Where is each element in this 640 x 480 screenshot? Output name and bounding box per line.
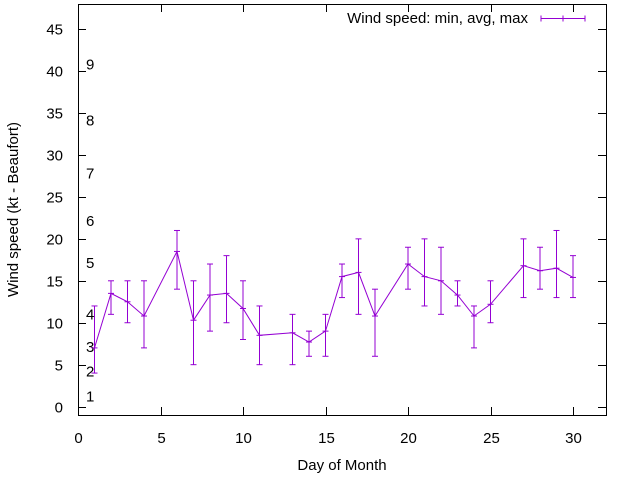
x-tick-label: 25 (483, 430, 500, 447)
beaufort-label: 7 (86, 165, 94, 182)
beaufort-scale: 1 2 3 4 5 6 7 8 9 (86, 56, 94, 405)
beaufort-label: 9 (86, 56, 94, 73)
legend: Wind speed: min, avg, max (347, 10, 586, 27)
beaufort-label: 6 (86, 213, 94, 230)
y-tick-label: 15 (46, 274, 63, 291)
x-tick-label: 10 (235, 430, 252, 447)
beaufort-label: 1 (86, 389, 94, 406)
x-tick-label: 15 (318, 430, 335, 447)
series-line (94, 249, 574, 349)
y-tick-label: 35 (46, 106, 63, 123)
beaufort-label: 8 (86, 113, 94, 130)
legend-label: Wind speed: min, avg, max (347, 10, 528, 27)
y-tick-label: 45 (46, 22, 63, 39)
beaufort-label: 3 (86, 339, 94, 356)
y-tick-label: 30 (46, 148, 63, 165)
y-tick-label: 20 (46, 232, 63, 249)
x-tick-label: 5 (157, 430, 165, 447)
beaufort-label: 2 (86, 363, 94, 380)
y-tick-label: 0 (55, 400, 63, 417)
beaufort-label: 5 (86, 255, 94, 272)
x-tick-label: 20 (400, 430, 417, 447)
y-tick-label: 40 (46, 64, 63, 81)
x-axis: 0 5 10 15 20 25 30 (74, 4, 582, 447)
x-tick-label: 30 (565, 430, 582, 447)
y-tick-label: 10 (46, 316, 63, 333)
y-tick-label: 5 (55, 358, 63, 375)
x-tick-label: 0 (74, 430, 82, 447)
beaufort-label: 4 (86, 306, 94, 323)
y-tick-label: 25 (46, 190, 63, 207)
x-axis-label: Day of Month (297, 457, 386, 474)
y-axis-label: Wind speed (kt - Beaufort) (5, 122, 22, 297)
plot-frame (78, 4, 607, 416)
series-layer (91, 229, 576, 374)
